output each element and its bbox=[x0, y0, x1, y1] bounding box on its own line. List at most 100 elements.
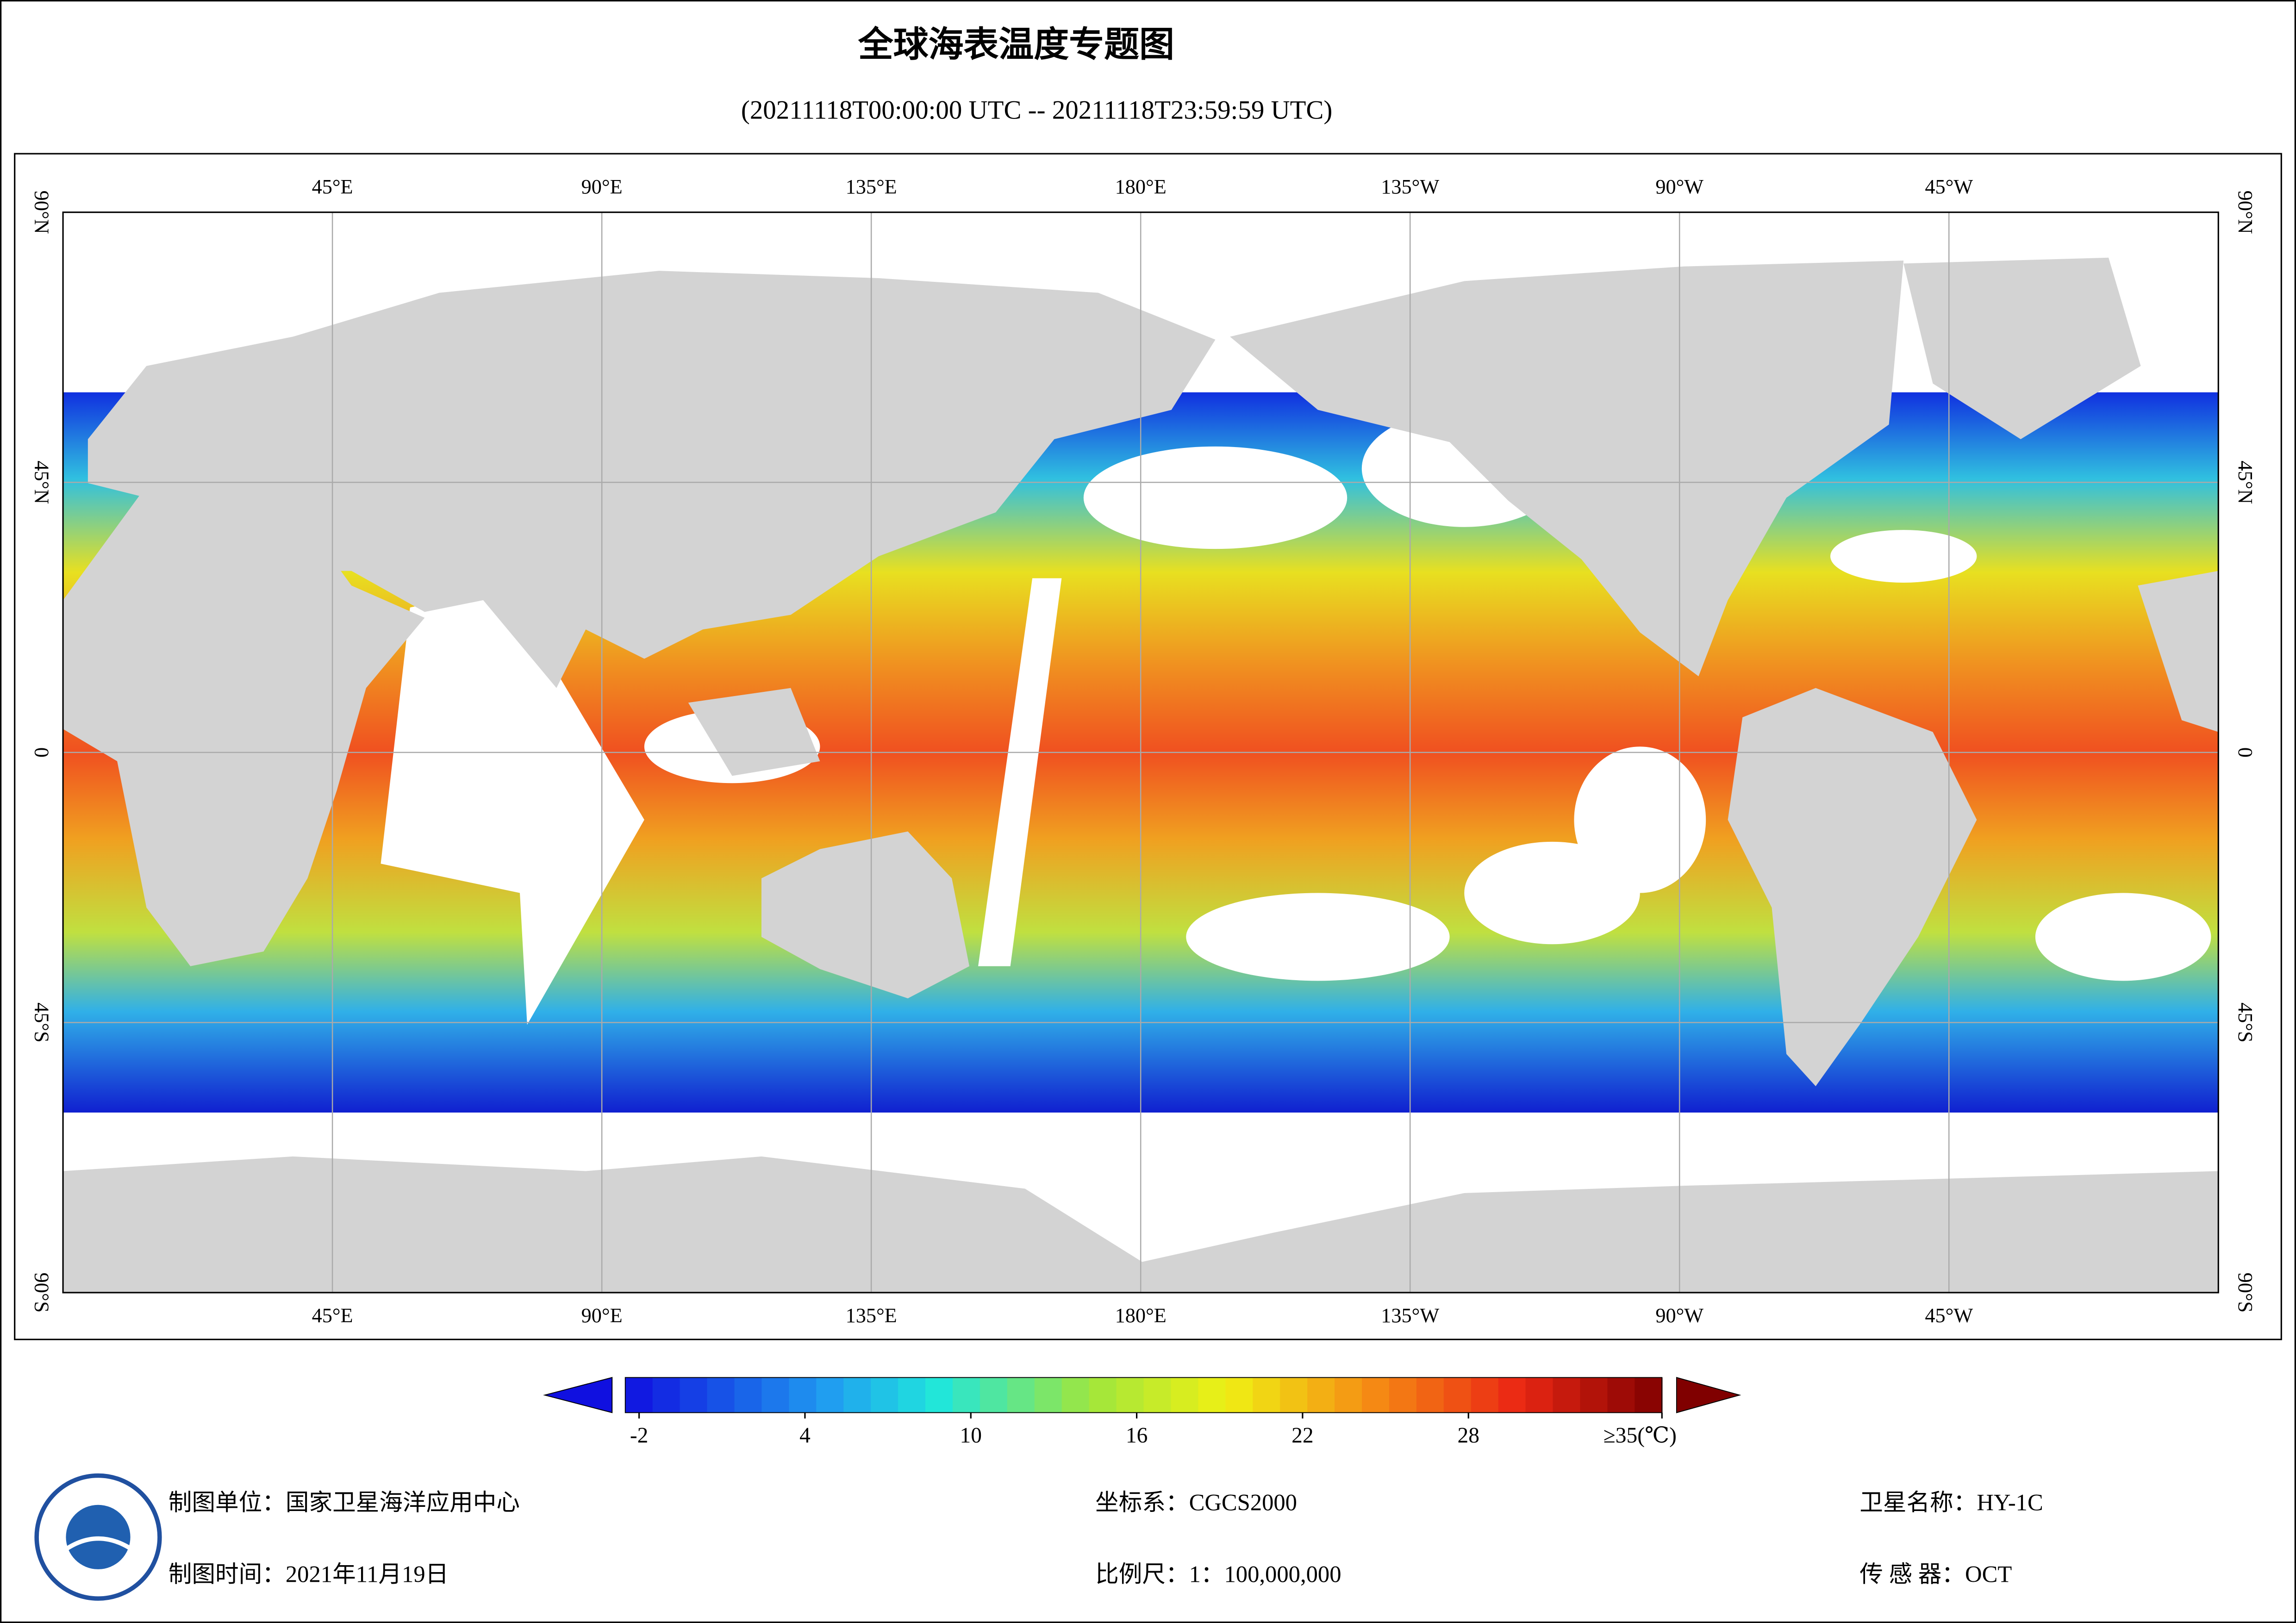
lon-label-bottom: 180°E bbox=[1115, 1304, 1167, 1327]
lon-label-top: 90°E bbox=[581, 175, 623, 198]
colorbar-step bbox=[789, 1377, 817, 1413]
lat-label-left: 45°S bbox=[30, 1002, 53, 1043]
colorbar-step bbox=[1335, 1377, 1363, 1413]
colorbar-step bbox=[816, 1377, 844, 1413]
lat-label-left: 90°N bbox=[30, 191, 53, 234]
cloud bbox=[1186, 893, 1450, 981]
colorbar-low-arrow bbox=[543, 1377, 613, 1413]
colorbar-tick-label: ≥35(℃) bbox=[1603, 1424, 1677, 1448]
colorbar-step bbox=[1471, 1377, 1499, 1413]
colorbar-tick-label: -2 bbox=[630, 1424, 649, 1448]
colorbar-step bbox=[1198, 1377, 1226, 1413]
colorbar-step bbox=[980, 1377, 1008, 1413]
title: 全球海表温度专题图 bbox=[858, 25, 1174, 64]
footer-unit: 制图单位：国家卫星海洋应用中心 bbox=[168, 1489, 520, 1515]
footer-satellite: 卫星名称：HY-1C bbox=[1859, 1489, 2043, 1515]
africa bbox=[63, 486, 425, 966]
colorbar-tick-label: 22 bbox=[1292, 1424, 1313, 1448]
colorbar-step bbox=[1580, 1377, 1608, 1413]
lon-label-bottom: 45°E bbox=[312, 1304, 353, 1327]
maritime-continent bbox=[688, 688, 820, 776]
colorbar-step bbox=[1280, 1377, 1308, 1413]
north-america bbox=[1230, 261, 1904, 677]
colorbar-step bbox=[1525, 1377, 1554, 1413]
colorbar-step bbox=[1361, 1377, 1390, 1413]
colorbar-step bbox=[952, 1377, 981, 1413]
colorbar-tick-label: 28 bbox=[1458, 1424, 1479, 1448]
colorbar-tick-label: 4 bbox=[799, 1424, 811, 1448]
lon-label-top: 135°W bbox=[1381, 175, 1439, 198]
cloud bbox=[1574, 746, 1706, 893]
colorbar-step bbox=[1171, 1377, 1199, 1413]
swath-gap bbox=[978, 578, 1062, 966]
logo-wave bbox=[57, 1536, 141, 1557]
colorbar-step bbox=[925, 1377, 954, 1413]
colorbar-step bbox=[1607, 1377, 1635, 1413]
colorbar-step bbox=[1116, 1377, 1144, 1413]
colorbar-step bbox=[1143, 1377, 1172, 1413]
colorbar-step bbox=[1389, 1377, 1417, 1413]
colorbar-step bbox=[1498, 1377, 1526, 1413]
colorbar-step bbox=[1416, 1377, 1445, 1413]
footer-crs: 坐标系：CGCS2000 bbox=[1095, 1489, 1297, 1515]
logo bbox=[34, 1473, 162, 1601]
australia bbox=[761, 831, 970, 999]
colorbar-step bbox=[707, 1377, 735, 1413]
lat-label-left: 0 bbox=[30, 747, 53, 758]
lat-label-left: 90°S bbox=[30, 1273, 53, 1313]
colorbar-tick-label: 10 bbox=[960, 1424, 982, 1448]
lon-label-top: 45°W bbox=[1925, 175, 1973, 198]
colorbar-step bbox=[1253, 1377, 1281, 1413]
lon-label-top: 135°E bbox=[846, 175, 897, 198]
colorbar-step bbox=[1089, 1377, 1117, 1413]
colorbar-step bbox=[1307, 1377, 1335, 1413]
colorbar-step bbox=[1635, 1377, 1663, 1413]
lat-label-right: 90°S bbox=[2234, 1273, 2257, 1313]
africa-west bbox=[2138, 571, 2219, 732]
colorbar-step bbox=[1061, 1377, 1090, 1413]
lon-label-bottom: 135°W bbox=[1381, 1304, 1439, 1327]
colorbar-high-arrow bbox=[1676, 1377, 1741, 1413]
lon-label-bottom: 45°W bbox=[1925, 1304, 1973, 1327]
colorbar-step bbox=[898, 1377, 926, 1413]
lat-label-right: 0 bbox=[2234, 747, 2257, 758]
colorbar: -2 4 10 16 22 28 ≥35(℃) bbox=[543, 1377, 1741, 1448]
cloud bbox=[1083, 446, 1348, 549]
footer-time: 制图时间：2021年11月19日 bbox=[168, 1561, 449, 1587]
swath-gap bbox=[381, 585, 644, 1025]
lat-label-right: 45°S bbox=[2234, 1002, 2257, 1043]
map-area bbox=[62, 211, 2219, 1293]
eurasia bbox=[87, 271, 1216, 688]
lon-label-top: 180°E bbox=[1115, 175, 1167, 198]
lat-label-right: 45°N bbox=[2234, 460, 2257, 504]
colorbar-step bbox=[1443, 1377, 1472, 1413]
colorbar-step bbox=[871, 1377, 899, 1413]
colorbar-step bbox=[761, 1377, 790, 1413]
lon-label-bottom: 90°E bbox=[581, 1304, 623, 1327]
colorbar-step bbox=[1007, 1377, 1036, 1413]
colorbar-tick-label: 16 bbox=[1126, 1424, 1148, 1448]
colorbar-step bbox=[1553, 1377, 1581, 1413]
cloud bbox=[1830, 530, 1977, 583]
south-america bbox=[1728, 688, 1977, 1087]
footer: 制图单位：国家卫星海洋应用中心 制图时间：2021年11月19日 坐标系：CGC… bbox=[168, 1489, 2043, 1587]
lon-label-bottom: 135°E bbox=[846, 1304, 897, 1327]
colorbar-step bbox=[734, 1377, 762, 1413]
lon-label-top: 90°W bbox=[1655, 175, 1703, 198]
colorbar-step bbox=[843, 1377, 872, 1413]
colorbar-step bbox=[680, 1377, 708, 1413]
lat-label-right: 90°N bbox=[2234, 191, 2257, 234]
colorbar-border bbox=[624, 1377, 1663, 1413]
colorbar-step bbox=[1225, 1377, 1254, 1413]
colorbar-step bbox=[1034, 1377, 1062, 1413]
lon-label-top: 45°E bbox=[312, 175, 353, 198]
map-frame bbox=[14, 153, 2282, 1340]
footer-scale: 比例尺：1：100,000,000 bbox=[1095, 1561, 1341, 1587]
colorbar-step bbox=[625, 1377, 653, 1413]
lon-label-bottom: 90°W bbox=[1655, 1304, 1703, 1327]
lat-label-left: 45°N bbox=[30, 460, 53, 504]
footer-sensor: 传 感 器：OCT bbox=[1859, 1561, 2012, 1587]
colorbar-step bbox=[652, 1377, 680, 1413]
